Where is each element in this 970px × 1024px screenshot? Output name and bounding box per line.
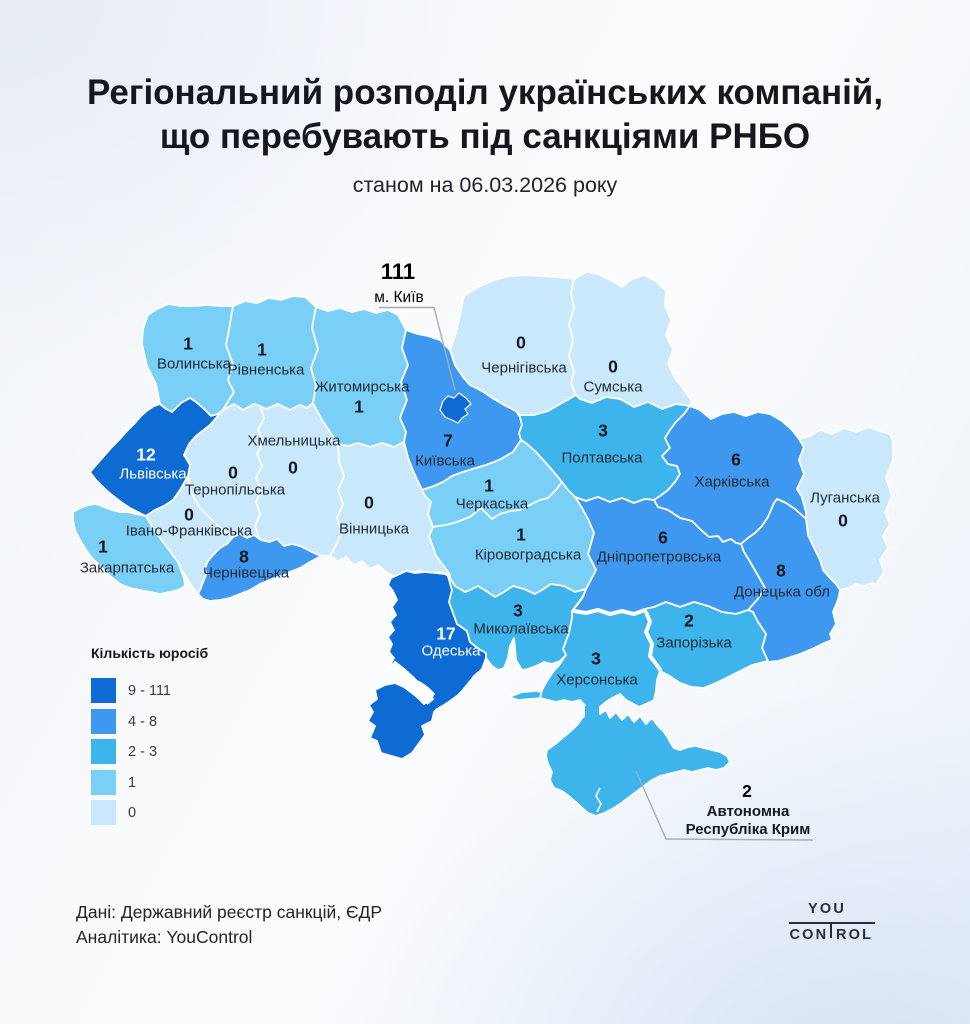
svg-text:2: 2	[684, 610, 694, 630]
svg-text:Херсонська: Херсонська	[556, 671, 638, 688]
svg-text:Чернігівська: Чернігівська	[481, 359, 567, 376]
svg-text:Тернопільська: Тернопільська	[185, 481, 286, 498]
svg-text:Луганська: Луганська	[810, 489, 880, 506]
svg-text:Одеська: Одеська	[422, 642, 482, 659]
svg-text:Черкаська: Черкаська	[456, 495, 529, 512]
svg-text:2: 2	[742, 781, 752, 801]
svg-text:Республіка Крим: Республіка Крим	[686, 821, 811, 838]
svg-text:Миколаївська: Миколаївська	[473, 620, 569, 637]
svg-text:0: 0	[288, 457, 298, 477]
svg-text:Дніпропетровська: Дніпропетровська	[597, 548, 722, 565]
svg-text:Чернівецька: Чернівецька	[203, 564, 290, 581]
svg-text:Житомирська: Житомирська	[315, 378, 411, 395]
svg-text:12: 12	[136, 444, 156, 464]
svg-text:3: 3	[598, 420, 608, 440]
svg-text:Хмельницька: Хмельницька	[247, 432, 341, 449]
svg-text:Запорізька: Запорізька	[656, 634, 732, 651]
svg-text:1: 1	[257, 339, 267, 359]
svg-text:м. Київ: м. Київ	[374, 289, 424, 306]
svg-text:3: 3	[591, 648, 601, 668]
svg-text:0: 0	[516, 332, 526, 352]
svg-text:1: 1	[484, 475, 494, 495]
svg-text:1: 1	[98, 536, 108, 556]
svg-text:Харківська: Харківська	[695, 473, 771, 490]
svg-text:7: 7	[443, 430, 453, 450]
svg-text:0: 0	[838, 510, 848, 530]
svg-text:6: 6	[731, 449, 741, 469]
svg-text:Івано-Франківська: Івано-Франківська	[126, 522, 253, 539]
svg-text:Львівська: Львівська	[119, 465, 187, 482]
svg-text:Закарпатська: Закарпатська	[80, 559, 175, 576]
svg-text:Вінницька: Вінницька	[339, 520, 410, 537]
svg-text:Автономна: Автономна	[707, 803, 790, 820]
svg-text:0: 0	[608, 356, 618, 376]
svg-text:Донецька обл: Донецька обл	[734, 583, 830, 600]
svg-text:17: 17	[436, 623, 455, 643]
svg-text:111: 111	[381, 259, 415, 284]
svg-text:Київська: Київська	[415, 452, 475, 469]
svg-text:1: 1	[183, 333, 193, 353]
svg-text:0: 0	[364, 492, 374, 512]
svg-text:6: 6	[658, 527, 668, 547]
svg-text:Рівненська: Рівненська	[228, 361, 305, 378]
svg-text:8: 8	[239, 546, 249, 566]
svg-text:Кіровоградська: Кіровоградська	[475, 546, 582, 563]
svg-text:Сумська: Сумська	[583, 378, 643, 395]
svg-text:3: 3	[513, 600, 523, 620]
svg-text:Полтавська: Полтавська	[562, 449, 644, 466]
svg-text:Волинська: Волинська	[157, 355, 232, 372]
svg-text:8: 8	[776, 560, 786, 580]
svg-text:0: 0	[228, 462, 238, 482]
svg-text:1: 1	[354, 396, 364, 416]
svg-text:0: 0	[184, 504, 194, 524]
svg-text:1: 1	[516, 524, 526, 544]
